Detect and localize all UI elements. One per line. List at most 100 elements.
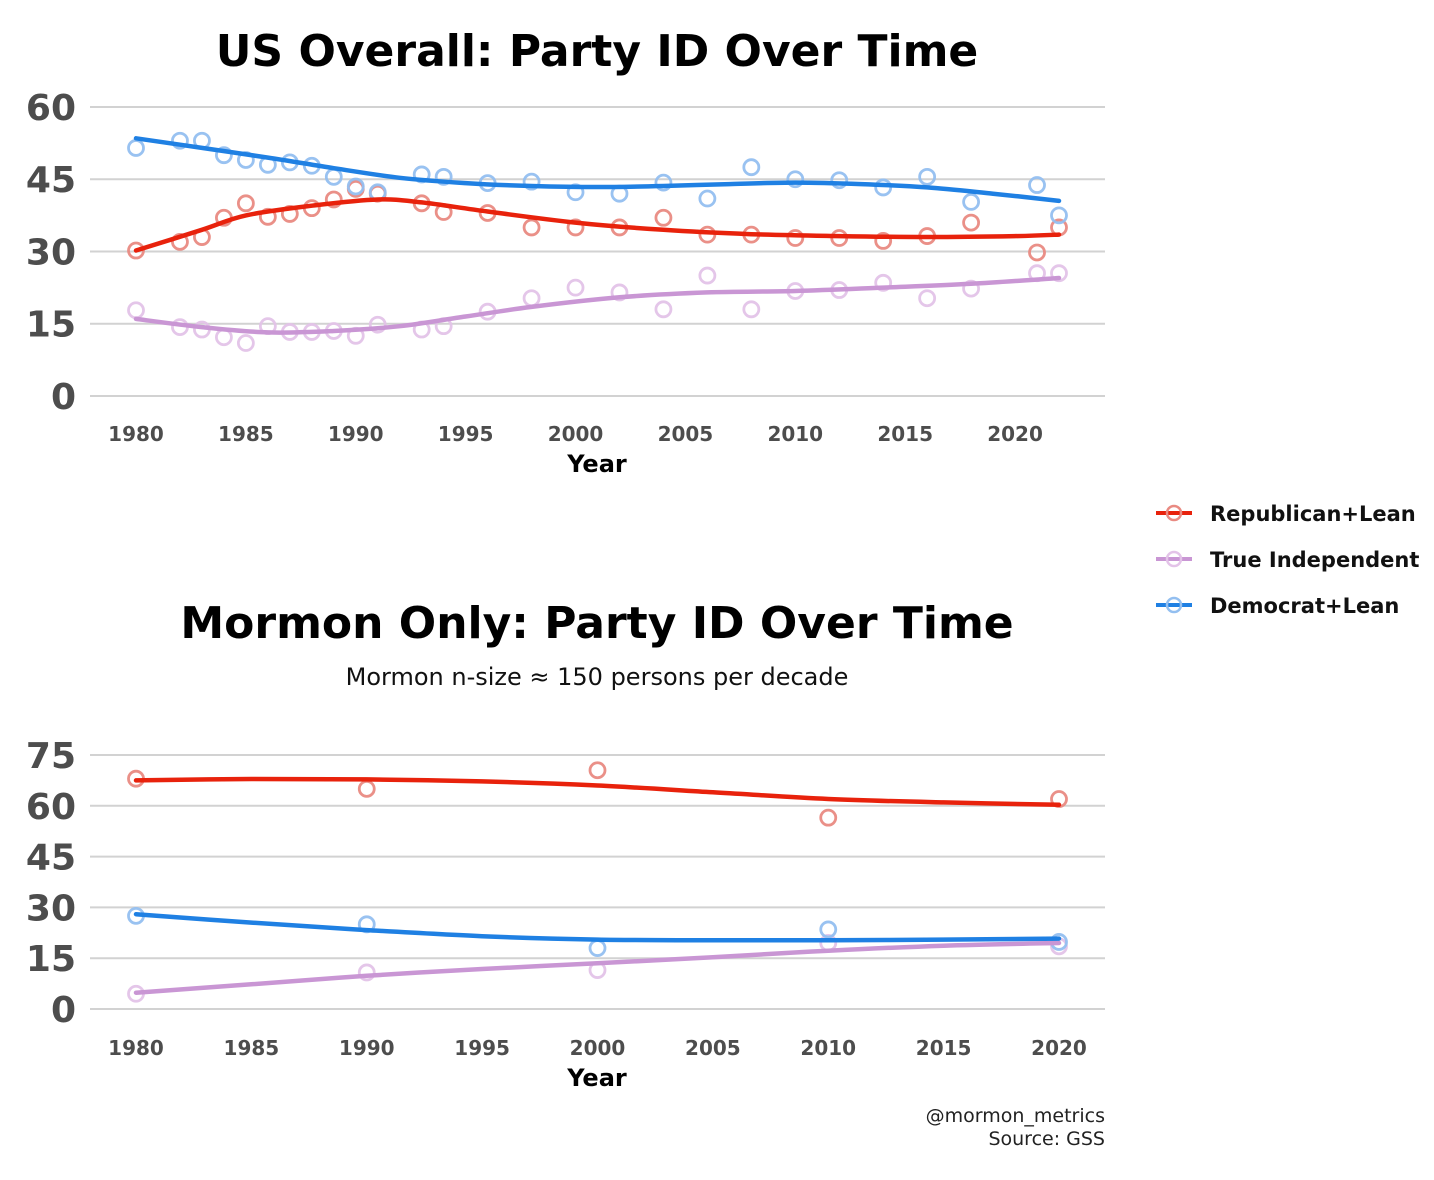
mormon-only-y-tick-label: 15 (26, 939, 76, 980)
us-overall-point-republican (522, 218, 541, 237)
us-overall-x-tick-label: 1980 (108, 422, 164, 446)
mormon-only-x-tick-label: 2000 (570, 1036, 626, 1060)
us-overall-point-independent (918, 289, 937, 308)
us-overall-point-republican (962, 213, 980, 232)
us-overall-point-republican (566, 218, 585, 237)
mormon-only-y-ticks: 0 15 30 45 60 75 (26, 736, 76, 1031)
mormon-only-subtitle: Mormon n-size ≈ 150 persons per decade (346, 663, 849, 691)
us-overall-point-democrat (654, 173, 673, 192)
legend-key-point-independent (1165, 550, 1183, 568)
us-overall-point-republican (874, 232, 893, 250)
us-overall-point-democrat (434, 167, 453, 186)
legend-item-democrat: Democrat+Lean (1156, 594, 1399, 618)
us-overall-y-tick-label: 30 (26, 232, 76, 273)
mormon-only-x-tick-label: 2020 (1031, 1036, 1087, 1060)
us-overall-point-democrat (918, 167, 937, 186)
mormon-only-trend-lines (133, 776, 1062, 995)
us-overall-point-democrat (1050, 206, 1068, 225)
mormon-only-trend-line-independent (133, 940, 1062, 995)
mormon-only-point-democrat (588, 939, 607, 957)
us-overall-x-tick-label: 1995 (438, 422, 494, 446)
us-overall-trend-line-independent (133, 275, 1062, 335)
us-overall-y-tick-label: 45 (26, 160, 76, 201)
us-overall-x-tick-label: 2000 (548, 422, 604, 446)
mormon-only-trend-line-republican (133, 776, 1062, 808)
us-overall-point-independent (1050, 264, 1068, 283)
mormon-only-x-tick-label: 2015 (916, 1036, 972, 1060)
mormon-only-point-republican (588, 761, 607, 780)
mormon-only-x-axis-label: Year (566, 1064, 627, 1092)
legend-label-democrat: Democrat+Lean (1210, 594, 1399, 618)
mormon-only-trend-line-democrat (133, 911, 1062, 943)
us-overall-point-independent (610, 283, 629, 302)
us-overall-y-tick-label: 60 (26, 88, 76, 129)
mormon-only-point-republican (819, 808, 838, 827)
legend-label-independent: True Independent (1210, 548, 1419, 572)
us-overall-point-independent (127, 301, 145, 320)
mormon-only-x-ticks: 1980 1985 1990 1995 2000 2005 2010 2015 2020 (108, 1036, 1087, 1060)
us-overall-gridlines (90, 106, 1105, 397)
us-overall-point-independent (654, 300, 673, 319)
us-overall-point-democrat (171, 131, 189, 150)
mormon-only-chart: Mormon Only: Party ID Over Time Mormon n… (26, 598, 1105, 1092)
us-overall-x-tick-label: 2020 (987, 422, 1043, 446)
legend-key-point-republican (1165, 504, 1183, 522)
us-overall-x-axis-label: Year (566, 450, 627, 478)
us-overall-point-democrat (346, 177, 365, 196)
mormon-only-x-tick-label: 1995 (454, 1036, 510, 1060)
us-overall-chart: US Overall: Party ID Over Time 0 15 30 45 60… (26, 26, 1105, 478)
us-overall-point-republican (236, 194, 255, 213)
us-overall-x-tick-label: 2005 (658, 422, 714, 446)
us-overall-point-democrat (830, 171, 849, 190)
us-overall-x-ticks: 1980 1985 1990 1995 2000 2005 2010 2015 2020 (108, 422, 1043, 446)
us-overall-point-independent (522, 289, 541, 308)
us-overall-points (127, 131, 1068, 352)
us-overall-y-ticks: 0 15 30 45 60 (26, 88, 76, 418)
us-overall-point-independent (874, 273, 893, 292)
us-overall-trend-lines (133, 136, 1062, 335)
mormon-only-x-tick-label: 1985 (224, 1036, 280, 1060)
us-overall-point-independent (962, 279, 980, 298)
mormon-only-y-tick-label: 30 (26, 888, 76, 929)
us-overall-point-republican (171, 232, 189, 251)
mormon-only-y-tick-label: 75 (26, 736, 76, 777)
us-overall-point-democrat (698, 189, 717, 208)
caption-handle: @mormon_metrics (926, 1105, 1105, 1127)
us-overall-point-democrat (522, 172, 541, 191)
us-overall-point-democrat (962, 192, 980, 211)
us-overall-title: US Overall: Party ID Over Time (216, 26, 979, 77)
us-overall-y-tick-label: 15 (26, 305, 76, 346)
us-overall-point-democrat (127, 139, 145, 157)
mormon-only-x-tick-label: 2010 (800, 1036, 856, 1060)
us-overall-point-republican (1028, 243, 1046, 262)
us-overall-x-tick-label: 1985 (218, 422, 274, 446)
us-overall-point-republican (127, 241, 145, 260)
us-overall-point-democrat (1028, 176, 1046, 194)
us-overall-point-independent (698, 266, 717, 285)
us-overall-point-independent (236, 334, 255, 352)
us-overall-point-independent (566, 278, 585, 297)
mormon-only-point-independent (357, 963, 376, 982)
legend-key-point-democrat (1165, 596, 1183, 614)
legend: Republican+Lean True Independent Democra… (1156, 502, 1419, 618)
legend-label-republican: Republican+Lean (1210, 502, 1416, 526)
mormon-only-point-republican (357, 779, 376, 798)
us-overall-x-tick-label: 2010 (767, 422, 823, 446)
mormon-only-x-tick-label: 2005 (685, 1036, 741, 1060)
us-overall-x-tick-label: 1990 (328, 422, 384, 446)
mormon-only-x-tick-label: 1990 (339, 1036, 395, 1060)
us-overall-point-democrat (742, 158, 761, 177)
us-overall-point-democrat (324, 167, 343, 186)
legend-item-republican: Republican+Lean (1156, 502, 1416, 526)
us-overall-point-republican (324, 190, 343, 209)
us-overall-point-republican (786, 229, 805, 247)
us-overall-point-independent (742, 300, 761, 319)
us-overall-point-independent (368, 315, 387, 334)
mormon-only-x-tick-label: 1980 (108, 1036, 164, 1060)
mormon-only-point-democrat (819, 920, 838, 939)
us-overall-trend-line-democrat (133, 136, 1062, 204)
mormon-only-title: Mormon Only: Party ID Over Time (180, 598, 1013, 649)
mormon-only-gridlines (90, 754, 1105, 1010)
us-overall-x-tick-label: 2015 (877, 422, 933, 446)
